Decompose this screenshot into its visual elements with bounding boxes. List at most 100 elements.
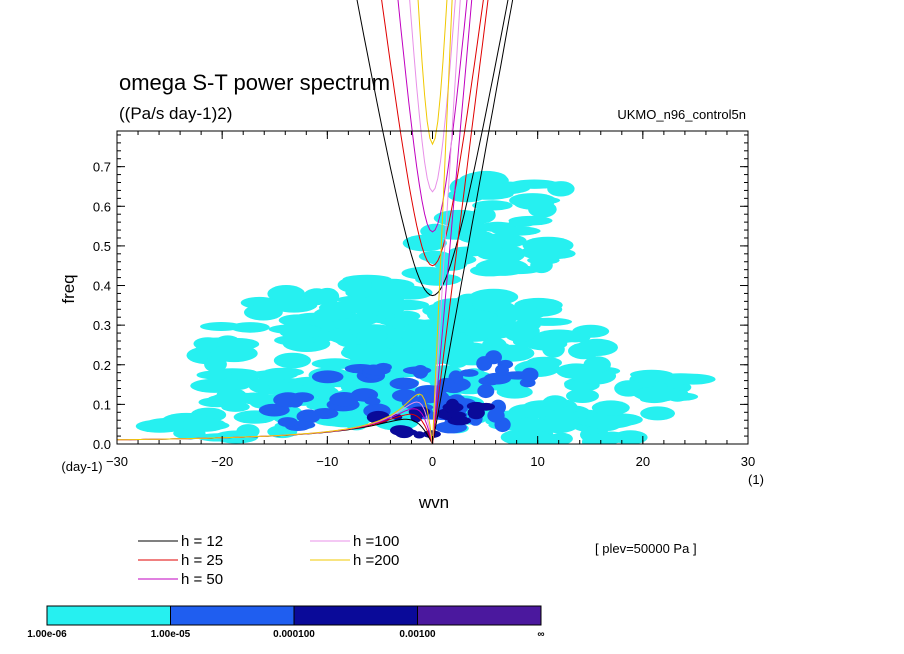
power-contour-patch [296,409,321,424]
legend-label: h = 50 [181,571,223,588]
power-contour-patch [236,424,260,439]
power-contour-patch [496,305,546,321]
y-tick-label: 0.5 [93,239,111,254]
power-contour-patch [525,317,573,326]
dispersion-curve [409,0,456,193]
power-contour-patch [670,373,716,385]
legend: h = 12 h = 25 h = 50 h =100 h =200 [138,533,399,588]
power-contour-patch [566,388,599,403]
power-contour-patch [402,234,447,252]
legend-label: h = 25 [181,552,223,569]
dispersion-curve [432,0,461,444]
power-contour-patch [273,352,311,369]
dispersion-curve [432,0,453,444]
power-contour-patch [422,430,441,438]
power-contour-patch [217,338,260,351]
power-contour-patch [389,377,419,390]
power-contour-patch [508,215,553,226]
power-contour-patch [477,384,495,399]
power-contour-patch [410,410,423,423]
power-contour-patch [491,226,541,236]
legend-label: h = 12 [181,533,223,550]
x-tick-label: −20 [211,454,233,469]
power-contour-patch [370,278,415,292]
y-tick-label: 0.3 [93,318,111,333]
power-contour-patch [524,337,568,351]
power-contour-patch [576,338,618,356]
power-contour-patch [363,365,391,376]
power-contour-patch [512,404,553,419]
power-contour-patch [591,400,630,416]
power-contour-patch [594,431,628,444]
power-contour-patch [342,296,372,313]
power-contour-patch [337,276,373,294]
colorbar-label: ∞ [537,629,544,640]
power-contour-patch [183,416,218,429]
power-contour-patch [509,179,560,189]
dispersion-curve [397,0,468,233]
dispersion-curve [381,0,484,267]
y-tick-label: 0.1 [93,397,111,412]
chart-units: ((Pa/s day-1)2) [119,104,232,123]
power-contour-patch [356,330,389,342]
colorbar-label: 1.00e-06 [27,629,67,640]
power-contour-patch [466,401,486,411]
power-contour-patch [447,416,472,426]
power-contour-patch [510,417,551,434]
colorbar-segment [293,605,418,626]
power-contour-patch [446,398,459,411]
colorbar-segment [417,605,542,626]
power-contour-patch [274,335,316,346]
power-contour-patch [250,370,298,380]
dataset-label: UKMO_n96_control5n [617,107,746,122]
legend-label: h =100 [353,533,399,550]
x-tick-label: 20 [636,454,650,469]
power-contour-patch [630,369,674,380]
x-tick-label: 10 [530,454,544,469]
power-contour-patch [415,273,462,286]
power-contour-patch [311,370,344,384]
dispersion-curve [417,0,448,146]
power-contour-patch [334,417,358,426]
power-contour-patch [459,369,479,377]
power-contour-patch [487,408,505,423]
power-contour-patch [394,425,414,439]
power-contour-patch [258,403,290,417]
power-contour-patch [522,236,574,254]
power-contour-patch [582,415,635,429]
power-contour-patch [329,392,359,407]
power-contour-patch [341,344,393,362]
power-contour-patch [495,364,509,377]
dispersion-curves [117,0,514,444]
power-contour-patch [464,170,508,187]
power-contour-patch [538,416,579,434]
power-contour-patch [475,258,529,276]
power-contour-patch [315,287,340,306]
power-contour-patch [482,337,507,353]
x-tick-label: −30 [106,454,128,469]
power-contour-patch [471,207,496,224]
power-contour-patch [230,322,270,333]
power-contour-patch [521,367,539,382]
power-contour-patch [476,356,493,371]
y-axis-label: freq [59,274,78,303]
y-tick-label: 0.7 [93,160,111,175]
chart-title: omega S-T power spectrum [119,70,390,95]
power-contour-patch [267,382,304,391]
power-contour-patch [404,321,439,338]
y-axis-unit: (day-1) [61,459,102,474]
dispersion-curve [117,393,433,444]
power-contour-patch [413,431,425,439]
power-contour-patch [402,366,432,375]
y-tick-label: 0.2 [93,358,111,373]
colorbar-label: 0.000100 [273,629,315,640]
power-contour-patch [509,193,557,208]
power-contour-patch [196,370,235,380]
power-contour-patch [526,356,562,369]
power-contour-patch [385,351,425,361]
power-contour-patch [268,324,322,335]
power-contour-patch [267,285,306,303]
x-axis-label: wvn [418,493,449,512]
